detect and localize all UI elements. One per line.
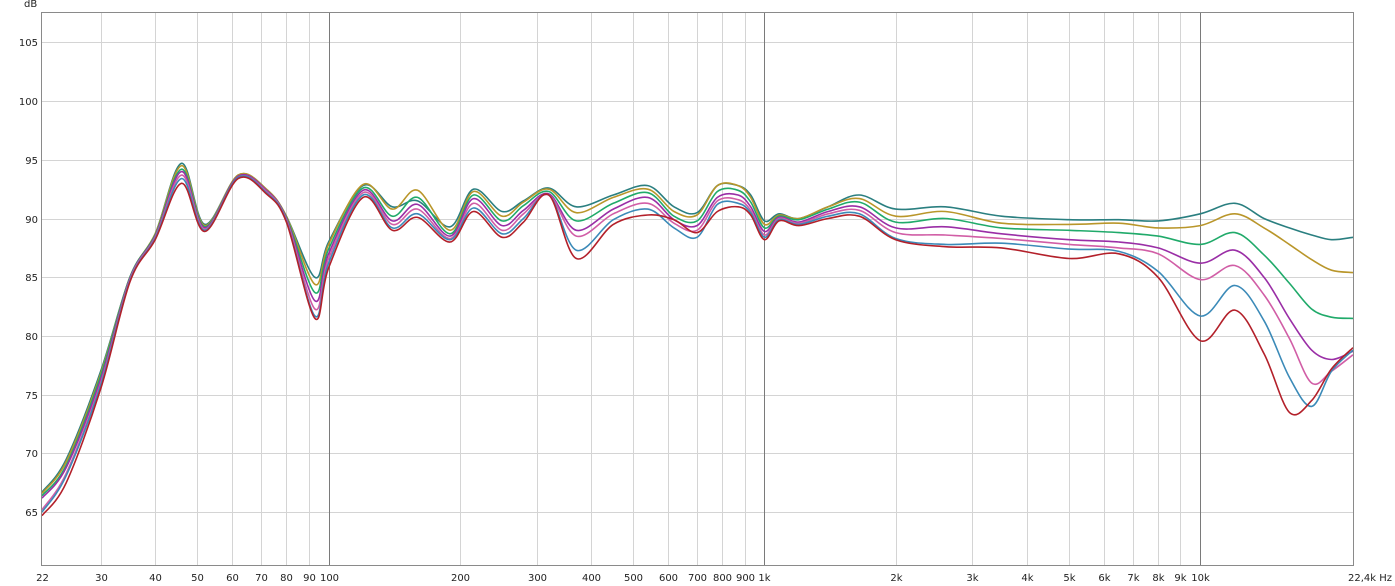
x-tick-label: 40 xyxy=(149,573,162,584)
y-tick-label: 75 xyxy=(25,391,38,402)
x-tick-label: 900 xyxy=(736,573,755,584)
x-tick-label: 4k xyxy=(1021,573,1033,584)
x-tick-label: 300 xyxy=(528,573,547,584)
x-tick-label: 800 xyxy=(713,573,732,584)
series-line-7 xyxy=(41,176,1354,517)
x-tick-label: 80 xyxy=(280,573,293,584)
y-tick-label: 100 xyxy=(19,97,38,108)
x-tick-label: 7k xyxy=(1127,573,1139,584)
x-tick-label: 3k xyxy=(966,573,978,584)
x-tick-label: 1k xyxy=(758,573,770,584)
y-tick-label: 70 xyxy=(25,449,38,460)
x-tick-label: 600 xyxy=(659,573,678,584)
series-line-6 xyxy=(41,175,1354,513)
series-line-4 xyxy=(41,170,1354,499)
y-tick-label: 85 xyxy=(25,273,38,284)
x-axis-ticks: 22 30 40 50 60 70 80 90 100 200 300 400 500 600 700 800… xyxy=(36,573,1392,584)
grid-lines xyxy=(42,13,1353,565)
x-tick-label: 22,4k Hz xyxy=(1348,573,1392,584)
x-tick-label: 700 xyxy=(688,573,707,584)
x-tick-label: 100 xyxy=(320,573,339,584)
x-tick-label: 22 xyxy=(36,573,49,584)
y-tick-label: 65 xyxy=(25,508,38,519)
x-tick-label: 90 xyxy=(303,573,316,584)
y-tick-label: 105 xyxy=(19,38,38,49)
x-tick-label: 5k xyxy=(1063,573,1075,584)
x-tick-label: 50 xyxy=(191,573,204,584)
y-axis-unit-label: dB xyxy=(24,0,37,10)
x-tick-label: 2k xyxy=(890,573,902,584)
x-tick-label: 500 xyxy=(624,573,643,584)
x-tick-label: 30 xyxy=(95,573,108,584)
series-line-2 xyxy=(41,164,1354,494)
x-tick-label: 200 xyxy=(451,573,470,584)
x-tick-label: 10k xyxy=(1191,573,1210,584)
plot-frame xyxy=(41,12,1354,566)
x-tick-label: 8k xyxy=(1152,573,1164,584)
series-lines xyxy=(41,162,1354,517)
x-tick-label: 6k xyxy=(1098,573,1110,584)
y-tick-label: 90 xyxy=(25,215,38,226)
y-tick-label: 95 xyxy=(25,156,38,167)
x-tick-label: 70 xyxy=(255,573,268,584)
x-tick-label: 400 xyxy=(582,573,601,584)
y-axis-ticks: 65 70 75 80 85 90 95 100 105 xyxy=(19,38,38,519)
y-tick-label: 80 xyxy=(25,332,38,343)
x-tick-label: 60 xyxy=(226,573,239,584)
x-tick-label: 9k xyxy=(1174,573,1186,584)
